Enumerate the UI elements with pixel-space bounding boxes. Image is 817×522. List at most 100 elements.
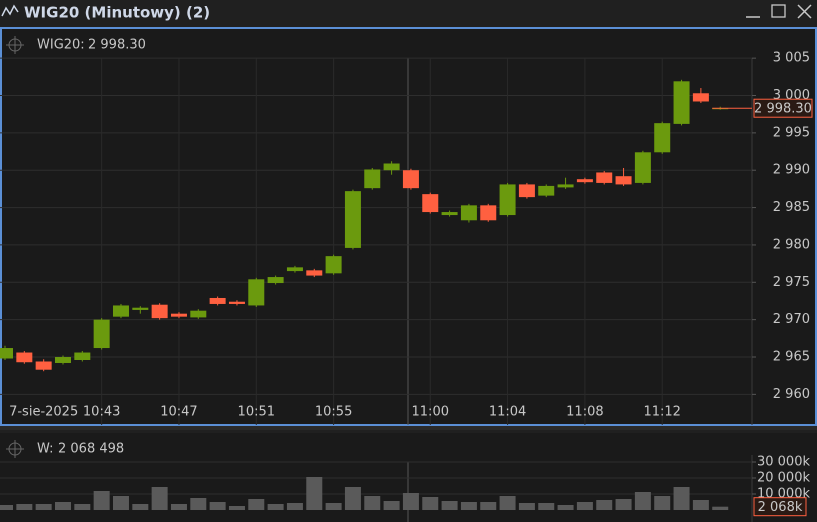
x-tick-label: 10:47: [160, 405, 197, 420]
candle-body: [16, 352, 33, 363]
last-price-tag: [753, 98, 813, 118]
y-tick-label: 2 965: [773, 350, 810, 365]
candle-body: [0, 348, 13, 359]
x-tick-label: 11:08: [566, 405, 603, 420]
volume-bar: [712, 506, 729, 510]
candle-body: [112, 305, 129, 317]
last-price-tag-label: 2 998.30: [754, 102, 812, 117]
last-volume-tag: [753, 497, 807, 517]
volume-bar: [441, 501, 458, 510]
window-icon: [1, 4, 19, 17]
candle-body: [228, 301, 245, 304]
volume-bar: [132, 504, 149, 510]
maximize-button[interactable]: [771, 4, 786, 18]
close-button[interactable]: [797, 4, 812, 19]
candle-body: [364, 169, 381, 189]
volume-bar: [16, 504, 33, 510]
candle-body: [344, 191, 361, 248]
candle-body: [190, 310, 207, 318]
candle-body: [325, 256, 342, 274]
candle-body: [441, 212, 458, 216]
volume-bar: [209, 502, 226, 510]
candle-body: [286, 267, 303, 272]
volume-bar: [325, 503, 342, 510]
volume-bar: [190, 498, 207, 510]
candle-body: [74, 352, 91, 360]
candle-body: [460, 205, 477, 221]
candle-body: [596, 172, 613, 183]
candle-body: [151, 304, 168, 319]
last-price: 2 998.30: [88, 38, 146, 53]
volume-bar: [402, 493, 419, 510]
volume-bar: [306, 477, 323, 510]
move-handle[interactable]: [6, 440, 24, 458]
y-tick-label: 2 980: [773, 237, 810, 252]
volume-bar: [634, 492, 651, 510]
volume-bar: [35, 504, 52, 510]
volume-bar: [692, 500, 709, 510]
candle-body: [170, 313, 187, 317]
last-volume: 2 068 498: [58, 442, 124, 457]
candle-body: [402, 170, 419, 189]
volume-bar: [422, 497, 439, 510]
volume-bar: [54, 502, 71, 510]
candle-body: [35, 361, 52, 370]
candle-body: [634, 152, 651, 183]
last-volume-tag-label: 2 068k: [758, 500, 803, 515]
volume-bar: [480, 502, 497, 510]
y-tick-label: 3 005: [773, 51, 810, 66]
volume-bar: [228, 506, 245, 510]
volume-bar: [596, 500, 613, 510]
candle-body: [673, 81, 690, 124]
volume-bar: [460, 502, 477, 510]
move-handle[interactable]: [6, 36, 24, 54]
candle-body: [576, 179, 593, 183]
y-tick-label: 2 970: [773, 312, 810, 327]
y-tick-label: 2 990: [773, 163, 810, 178]
candle-body: [692, 93, 709, 102]
volume-bar: [286, 503, 303, 510]
window-title: WIG20 (Minutowy) (2): [24, 4, 210, 22]
x-tick-label: 11:00: [412, 405, 449, 420]
candle-body: [248, 279, 265, 306]
y-tick-label: 20 000k: [757, 471, 810, 486]
y-tick-label: 2 985: [773, 200, 810, 215]
volume-bar: [576, 502, 593, 510]
candle-body: [518, 184, 535, 198]
x-tick-label: 7-sie-2025: [9, 405, 78, 420]
volume-bar: [673, 487, 690, 510]
candle-body: [654, 123, 671, 153]
x-tick-label: 10:43: [83, 405, 120, 420]
candle-body: [267, 277, 284, 284]
candle-body: [422, 194, 439, 213]
y-tick-label: 30 000k: [757, 455, 810, 470]
volume-bar: [170, 504, 187, 510]
volume-bar: [93, 491, 110, 510]
candle-body: [480, 205, 497, 221]
series-name: W:: [37, 442, 53, 457]
candle-body: [557, 184, 574, 188]
y-tick-label: 2 975: [773, 275, 810, 290]
volume-bar: [383, 501, 400, 510]
volume-bar: [112, 496, 129, 510]
volume-bar: [151, 487, 168, 510]
candle-body: [306, 270, 323, 276]
volume-bar: [557, 505, 574, 510]
volume-bar: [248, 499, 265, 510]
candle-body: [93, 319, 110, 349]
candle-body: [538, 185, 555, 196]
x-tick-label: 11:12: [643, 405, 680, 420]
volume-bar: [518, 503, 535, 510]
candle-body: [615, 176, 632, 185]
y-tick-label: 2 960: [773, 387, 810, 402]
series-name: WIG20:: [37, 38, 85, 53]
volume-bar: [344, 487, 361, 510]
x-tick-label: 10:51: [238, 405, 275, 420]
x-tick-label: 10:55: [315, 405, 352, 420]
x-tick-label: 11:04: [489, 405, 526, 420]
candle-body: [132, 307, 149, 310]
volume-bar: [654, 496, 671, 510]
candle-body: [383, 163, 400, 171]
